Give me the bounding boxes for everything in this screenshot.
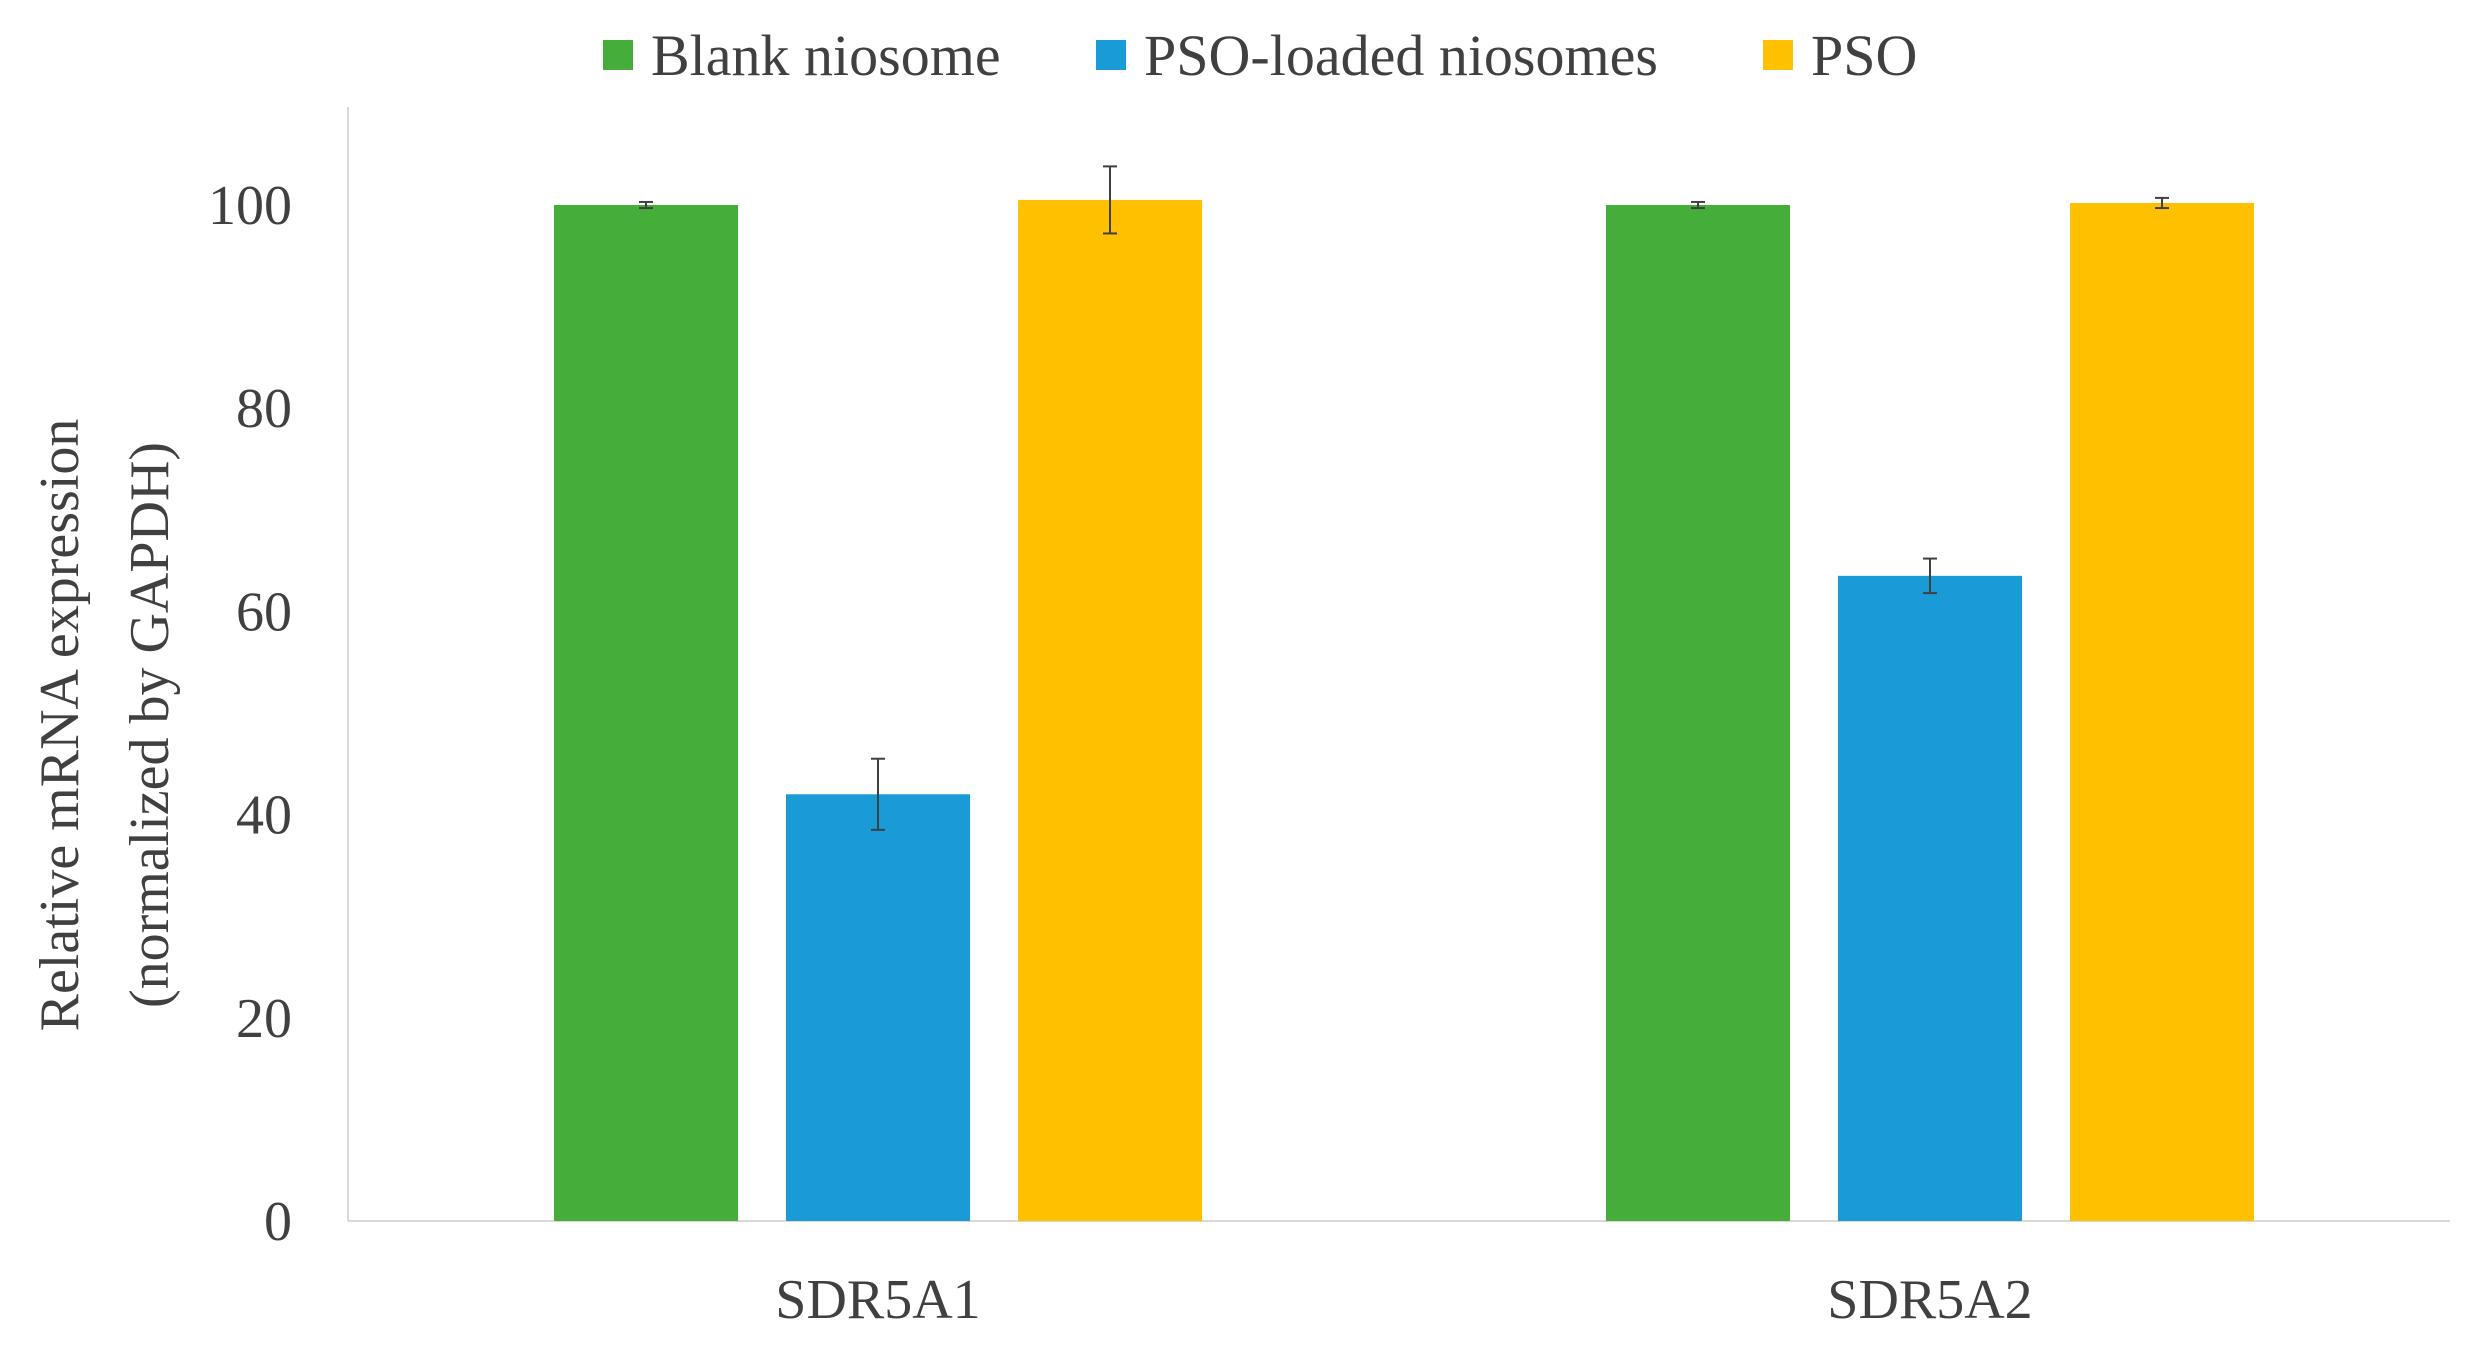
y-tick-label: 80 bbox=[236, 378, 292, 440]
error-bar-pso-loaded-niosomes-sdr5a2 bbox=[1923, 557, 1937, 595]
error-bar-pso-loaded-niosomes-sdr5a1 bbox=[871, 757, 885, 831]
bar-blank-niosome-sdr5a1 bbox=[554, 205, 738, 1221]
bar-blank-niosome-sdr5a2 bbox=[1606, 205, 1790, 1221]
legend-swatch-pso-loaded-niosomes bbox=[1096, 40, 1126, 70]
legend: Blank niosome PSO-loaded niosomes PSO bbox=[603, 23, 1917, 88]
error-bar-blank-niosome-sdr5a1 bbox=[639, 200, 653, 210]
error-bar-pso-sdr5a1 bbox=[1103, 165, 1117, 235]
x-category-label: SDR5A1 bbox=[775, 1269, 980, 1331]
error-bar-pso-sdr5a2 bbox=[2155, 196, 2169, 210]
legend-swatch-pso bbox=[1763, 40, 1793, 70]
error-bars bbox=[639, 165, 2169, 831]
bar-pso-loaded-niosomes-sdr5a2 bbox=[1838, 575, 2022, 1221]
legend-label-pso: PSO bbox=[1811, 23, 1917, 88]
bar-pso-sdr5a1 bbox=[1018, 199, 1202, 1222]
error-bar-blank-niosome-sdr5a2 bbox=[1691, 200, 1705, 210]
y-tick-label: 20 bbox=[236, 988, 292, 1050]
y-ticks: 0 20 40 60 80 100 bbox=[208, 175, 292, 1253]
category-labels: SDR5A1 SDR5A2 bbox=[775, 1269, 2032, 1331]
legend-swatch-blank-niosome bbox=[603, 40, 633, 70]
y-axis-title: Relative mRNA expression (normalized by … bbox=[29, 419, 181, 1032]
y-tick-label: 100 bbox=[208, 175, 292, 237]
y-tick-label: 60 bbox=[236, 581, 292, 643]
y-axis-title-line1: Relative mRNA expression bbox=[29, 419, 91, 1032]
y-axis-title-line2: (normalized by GAPDH) bbox=[119, 442, 181, 1008]
bar-pso-loaded-niosomes-sdr5a1 bbox=[786, 794, 970, 1221]
legend-label-pso-loaded-niosomes: PSO-loaded niosomes bbox=[1144, 23, 1658, 88]
y-tick-label: 0 bbox=[264, 1191, 292, 1253]
bars bbox=[554, 199, 2254, 1222]
legend-label-blank-niosome: Blank niosome bbox=[651, 23, 1001, 88]
x-category-label: SDR5A2 bbox=[1827, 1269, 2032, 1331]
y-tick-label: 40 bbox=[236, 785, 292, 847]
bar-pso-sdr5a2 bbox=[2070, 202, 2254, 1221]
